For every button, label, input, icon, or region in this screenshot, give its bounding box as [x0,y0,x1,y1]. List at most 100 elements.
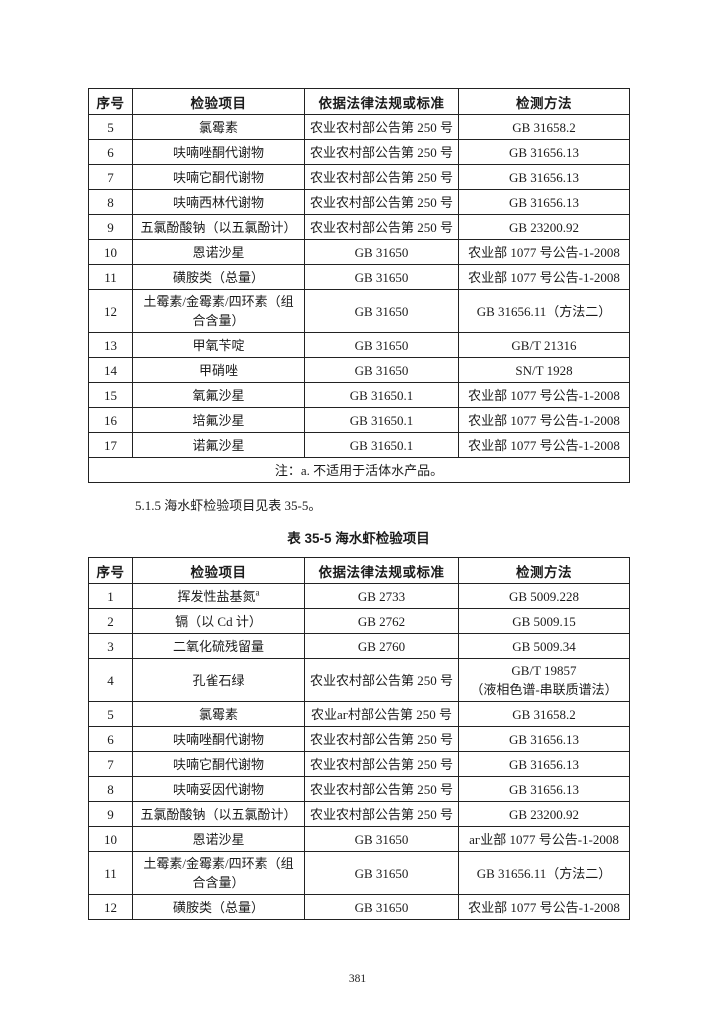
test-method-cell: GB 31656.13 [458,139,630,165]
test-method-cell: GB 31656.13 [458,751,630,777]
test-method-cell: GB/T 21316 [458,332,630,358]
legal-basis-cell: 农业农村部公告第 250 号 [304,726,459,752]
row-number: 4 [88,658,133,702]
test-method-cell: GB 5009.34 [458,633,630,659]
legal-basis-cell: GB 31650 [304,894,459,920]
table-row: 12 土霉素/金霉素/四环素（组合含量） GB 31650 GB 31656.11（方… [88,289,630,333]
row-number: 8 [88,776,133,802]
legal-basis-cell: 农业农村部公告第 250 号 [304,214,459,240]
column-header-method: 检测方法 [458,557,630,584]
table-row: 6 呋喃唑酮代谢物 农业农村部公告第 250 号 GB 31656.13 [88,726,630,752]
row-number: 8 [88,189,133,215]
test-item-cell: 五氯酚酸钠（以五氯酚计） [132,214,305,240]
test-method-cell: 农业部 1077 号公告-1-2008 [458,432,630,458]
table-row: 6 呋喃唑酮代谢物 农业农村部公告第 250 号 GB 31656.13 [88,139,630,165]
legal-basis-cell: GB 31650.1 [304,432,459,458]
test-item-cell: 孔雀石绿 [132,658,305,702]
row-number: 5 [88,701,133,727]
test-item-cell: 甲硝唑 [132,357,305,383]
row-number: 10 [88,826,133,852]
page-number: 381 [348,973,367,985]
legal-basis-cell: GB 31650 [304,826,459,852]
legal-basis-cell: 农业农村部公告第 250 号 [304,114,459,140]
legal-basis-cell: 农业农村部公告第 250 号 [304,658,459,702]
test-item-cell: 二氧化硫残留量 [132,633,305,659]
row-number: 9 [88,214,133,240]
row-number: 10 [88,239,133,265]
legal-basis-cell: GB 31650 [304,357,459,383]
table-row: 14 甲硝唑 GB 31650 SN/T 1928 [88,357,630,383]
test-method-cell: GB 23200.92 [458,214,630,240]
table-row: 3 二氧化硫残留量 GB 2760 GB 5009.34 [88,633,630,659]
table-row: 2 镉（以 Cd 计） GB 2762 GB 5009.15 [88,608,630,634]
legal-basis-cell: 农业农村部公告第 250 号 [304,776,459,802]
test-method-cell: GB 5009.15 [458,608,630,634]
test-item-cell: 呋喃西林代谢物 [132,189,305,215]
legal-basis-cell: GB 2733 [304,583,459,609]
table-header-row: 序号 检验项目 依据法律法规或标准 检测方法 [88,557,630,584]
table-row: 15 氧氟沙星 GB 31650.1 农业部 1077 号公告-1-2008 [88,382,630,408]
test-method-cell: GB 5009.228 [458,583,630,609]
column-header-item: 检验项目 [132,88,305,115]
row-number: 6 [88,726,133,752]
row-number: 12 [88,289,133,333]
table-row: 13 甲氧苄啶 GB 31650 GB/T 21316 [88,332,630,358]
test-method-cell: 农业部 1077 号公告-1-2008 [458,407,630,433]
legal-basis-cell: 农业农村部公告第 250 号 [304,189,459,215]
column-header-basis: 依据法律法规或标准 [304,88,459,115]
row-number: 9 [88,801,133,827]
test-method-cell: SN/T 1928 [458,357,630,383]
column-header-no: 序号 [88,557,133,584]
row-number: 2 [88,608,133,634]
table-header-row: 序号 检验项目 依据法律法规或标准 检测方法 [88,88,630,115]
test-item-cell: 挥发性盐基氮a [132,583,305,609]
legal-basis-cell: GB 2760 [304,633,459,659]
legal-basis-cell: 农业农村部公告第 250 号 [304,164,459,190]
table-note-row: 注：a. 不适用于活体水产品。 [88,457,630,483]
table-row: 7 呋喃它酮代谢物 农业农村部公告第 250 号 GB 31656.13 [88,164,630,190]
test-method-cell: 农业部 1077 号公告-1-2008 [458,239,630,265]
legal-basis-cell: GB 31650 [304,264,459,290]
table-row: 4 孔雀石绿 农业农村部公告第 250 号 GB/T 19857 （液相色谱-串联质谱… [88,658,630,702]
legal-basis-cell: 农业农村部公告第 250 号 [304,751,459,777]
test-method-cell: GB 31656.13 [458,776,630,802]
test-item-cell: 培氟沙星 [132,407,305,433]
row-number: 13 [88,332,133,358]
legal-basis-cell: GB 31650 [304,239,459,265]
test-item-cell: 恩诺沙星 [132,239,305,265]
test-item-cell: 五氯酚酸钠（以五氯酚计） [132,801,305,827]
test-method-cell: GB 31656.13 [458,726,630,752]
row-number: 7 [88,751,133,777]
test-item-cell: 磺胺类（总量） [132,894,305,920]
table-row: 10 恩诺沙星 GB 31650 аг业部 1077 号公告-1-2008 [88,826,630,852]
test-method-cell: 农业部 1077 号公告-1-2008 [458,894,630,920]
row-number: 15 [88,382,133,408]
test-item-cell: 镉（以 Cd 计） [132,608,305,634]
table-row: 8 呋喃妥因代谢物 农业农村部公告第 250 号 GB 31656.13 [88,776,630,802]
column-header-no: 序号 [88,88,133,115]
legal-basis-cell: GB 31650 [304,851,459,895]
test-method-cell: GB 31658.2 [458,701,630,727]
table-row: 12 磺胺类（总量） GB 31650 农业部 1077 号公告-1-2008 [88,894,630,920]
table-row: 8 呋喃西林代谢物 农业农村部公告第 250 号 GB 31656.13 [88,189,630,215]
test-method-cell: GB 31658.2 [458,114,630,140]
column-header-basis: 依据法律法规或标准 [304,557,459,584]
table-row: 11 土霉素/金霉素/四环素（组合含量） GB 31650 GB 31656.11（方… [88,851,630,895]
table-row: 10 恩诺沙星 GB 31650 农业部 1077 号公告-1-2008 [88,239,630,265]
test-item-cell: 呋喃它酮代谢物 [132,164,305,190]
row-number: 6 [88,139,133,165]
test-method-cell: GB/T 19857 （液相色谱-串联质谱法） [458,658,630,702]
test-item-cell: 诺氟沙星 [132,432,305,458]
table-row: 9 五氯酚酸钠（以五氯酚计） 农业农村部公告第 250 号 GB 23200.92 [88,801,630,827]
row-number: 3 [88,633,133,659]
column-header-method: 检测方法 [458,88,630,115]
table-row: 1 挥发性盐基氮a GB 2733 GB 5009.228 [88,583,630,609]
test-item-cell: 呋喃唑酮代谢物 [132,726,305,752]
legal-basis-cell: 农业农村部公告第 250 号 [304,801,459,827]
row-number: 17 [88,432,133,458]
test-item-cell: 呋喃它酮代谢物 [132,751,305,777]
test-item-cell: 恩诺沙星 [132,826,305,852]
table-seawater-fish-continued: 序号 检验项目 依据法律法规或标准 检测方法 5 氯霉素 农业农村部公告第 250 … [88,88,630,483]
row-number: 16 [88,407,133,433]
